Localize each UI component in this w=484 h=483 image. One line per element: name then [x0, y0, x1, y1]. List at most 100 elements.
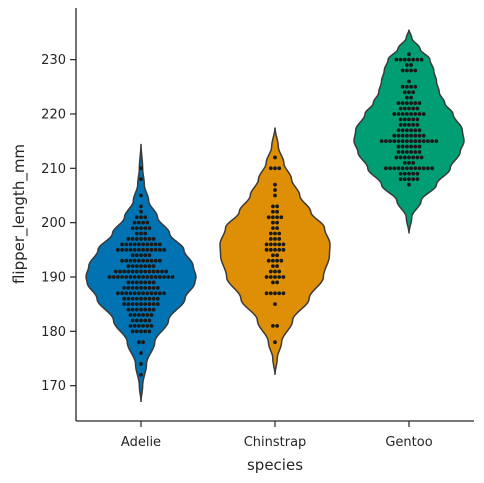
data-point-adelie [153, 247, 158, 252]
data-point-gentoo [409, 133, 413, 138]
data-point-chinstrap [275, 264, 279, 269]
data-point-gentoo [405, 101, 409, 105]
data-point-chinstrap [268, 237, 273, 241]
data-point-chinstrap [277, 166, 282, 171]
data-point-adelie [128, 291, 133, 296]
data-point-adelie [151, 269, 156, 274]
data-point-adelie [139, 307, 143, 312]
data-point-adelie [153, 275, 158, 279]
data-point-adelie [158, 258, 162, 263]
data-point-gentoo [388, 139, 392, 144]
data-point-adelie [143, 231, 148, 236]
data-point-adelie [134, 307, 139, 312]
data-point-chinstrap [281, 275, 286, 279]
data-point-chinstrap [273, 275, 277, 279]
data-point-adelie [111, 275, 116, 279]
data-point-chinstrap [275, 215, 279, 220]
data-point-gentoo [379, 139, 384, 144]
data-point-adelie [132, 313, 137, 317]
data-point-adelie [130, 318, 135, 323]
data-point-gentoo [402, 106, 407, 111]
data-point-gentoo [405, 68, 409, 73]
data-point-chinstrap [268, 291, 273, 296]
data-point-gentoo [400, 133, 405, 138]
data-point-chinstrap [273, 188, 277, 192]
data-point-gentoo [413, 84, 418, 89]
data-point-adelie [116, 275, 120, 279]
data-point-adelie [155, 302, 160, 307]
data-point-adelie [141, 313, 146, 317]
data-point-gentoo [405, 144, 409, 149]
data-point-gentoo [405, 139, 409, 144]
data-point-adelie [130, 280, 135, 285]
data-point-adelie [116, 247, 120, 252]
data-point-gentoo [396, 166, 401, 171]
data-point-adelie [137, 324, 141, 328]
data-point-adelie [107, 275, 112, 279]
data-point-chinstrap [268, 231, 273, 236]
data-point-gentoo [394, 57, 399, 62]
data-point-gentoo [400, 84, 405, 89]
data-point-gentoo [413, 144, 418, 149]
data-point-adelie [151, 264, 156, 269]
data-point-adelie [126, 264, 131, 269]
data-point-gentoo [396, 112, 401, 116]
data-point-gentoo [384, 166, 388, 171]
data-point-adelie [158, 275, 162, 279]
data-point-chinstrap [277, 269, 282, 274]
data-point-adelie [134, 329, 139, 334]
data-point-adelie [130, 269, 135, 274]
data-point-gentoo [413, 112, 418, 116]
data-point-adelie [158, 291, 162, 296]
data-point-gentoo [407, 155, 411, 160]
data-point-adelie [130, 307, 135, 312]
data-point-gentoo [421, 112, 426, 116]
data-point-adelie [137, 313, 141, 317]
data-point-adelie [155, 285, 160, 290]
data-point-gentoo [400, 166, 405, 171]
data-point-adelie [151, 302, 156, 307]
data-point-gentoo [396, 101, 401, 105]
data-point-adelie [128, 275, 133, 279]
data-point-chinstrap [271, 258, 275, 263]
data-point-gentoo [426, 166, 430, 171]
data-point-chinstrap [275, 220, 279, 225]
data-point-adelie [145, 324, 150, 328]
data-point-gentoo [407, 122, 411, 127]
data-point-gentoo [411, 177, 416, 182]
data-point-chinstrap [281, 291, 286, 296]
data-point-gentoo [402, 160, 407, 165]
data-point-chinstrap [268, 242, 273, 247]
data-point-chinstrap [264, 242, 269, 247]
y-tick-label: 180 [41, 325, 66, 340]
data-point-adelie [170, 275, 175, 279]
data-point-adelie [151, 285, 156, 290]
data-point-gentoo [402, 155, 407, 160]
data-point-adelie [132, 275, 137, 279]
data-point-adelie [143, 253, 148, 258]
data-point-chinstrap [273, 269, 277, 274]
data-point-adelie [137, 291, 141, 296]
data-point-adelie [137, 242, 141, 247]
data-point-adelie [162, 275, 167, 279]
violin-gentoo [353, 29, 465, 234]
data-point-gentoo [413, 166, 418, 171]
data-point-gentoo [409, 68, 413, 73]
data-point-gentoo [417, 144, 422, 149]
data-point-chinstrap [271, 215, 275, 220]
y-tick-label: 200 [41, 216, 66, 231]
data-point-adelie [139, 372, 143, 377]
data-point-adelie [149, 291, 154, 296]
data-point-adelie [134, 237, 139, 241]
data-point-adelie [139, 215, 143, 220]
data-point-gentoo [409, 84, 413, 89]
data-point-gentoo [411, 57, 416, 62]
data-point-gentoo [400, 128, 405, 133]
data-point-gentoo [392, 112, 397, 116]
data-point-adelie [166, 275, 171, 279]
data-point-adelie [126, 280, 131, 285]
data-point-adelie [141, 258, 146, 263]
data-point-gentoo [413, 128, 418, 133]
data-point-gentoo [409, 101, 413, 105]
data-point-adelie [134, 264, 139, 269]
